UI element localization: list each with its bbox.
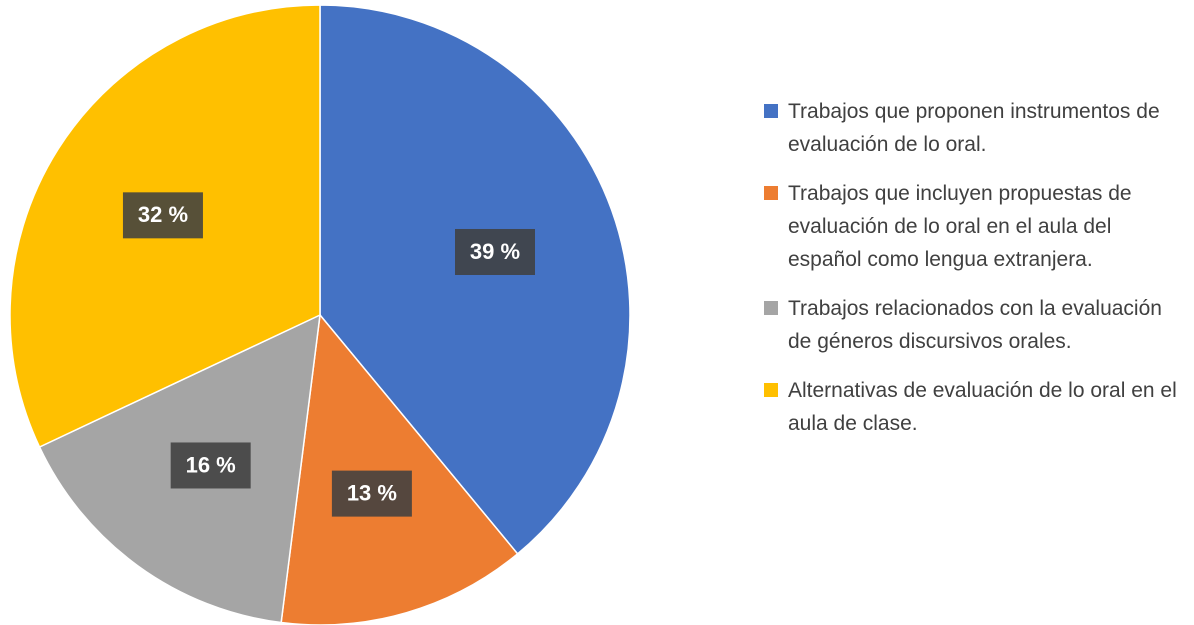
data-label-text: 16 % <box>186 452 236 477</box>
legend-item: Alternativas de evaluación de lo oral en… <box>764 374 1189 440</box>
data-label-text: 13 % <box>347 480 397 505</box>
legend-label: Trabajos que incluyen propuestas de eval… <box>788 182 1132 271</box>
data-label: 32 % <box>122 192 203 239</box>
legend-swatch <box>764 383 778 397</box>
pie-chart: 39 % 13 % 16 % 32 % <box>9 4 631 625</box>
data-label-box <box>122 192 203 239</box>
pie-slice <box>319 4 631 555</box>
data-label: 13 % <box>331 470 412 517</box>
data-label-text: 39 % <box>470 239 520 264</box>
pie-data-labels: 39 % 13 % 16 % 32 % <box>122 192 536 517</box>
legend-item: Trabajos relacionados con la evaluación … <box>764 292 1189 358</box>
legend-label: Trabajos que proponen instrumentos de ev… <box>788 100 1160 156</box>
data-label-box <box>331 470 412 517</box>
legend-item: Trabajos que proponen instrumentos de ev… <box>764 95 1189 161</box>
data-label: 39 % <box>455 228 536 275</box>
data-label: 16 % <box>170 442 251 489</box>
legend-label: Trabajos relacionados con la evaluación … <box>788 297 1162 353</box>
legend-swatch <box>764 104 778 118</box>
data-label-text: 32 % <box>138 202 188 227</box>
data-label-box <box>455 228 536 275</box>
pie-slices <box>9 4 631 625</box>
data-label-box <box>170 442 251 489</box>
legend-swatch <box>764 186 778 200</box>
legend-label: Alternativas de evaluación de lo oral en… <box>788 379 1177 435</box>
legend-item: Trabajos que incluyen propuestas de eval… <box>764 177 1189 276</box>
legend-swatch <box>764 301 778 315</box>
legend: Trabajos que proponen instrumentos de ev… <box>764 95 1189 456</box>
